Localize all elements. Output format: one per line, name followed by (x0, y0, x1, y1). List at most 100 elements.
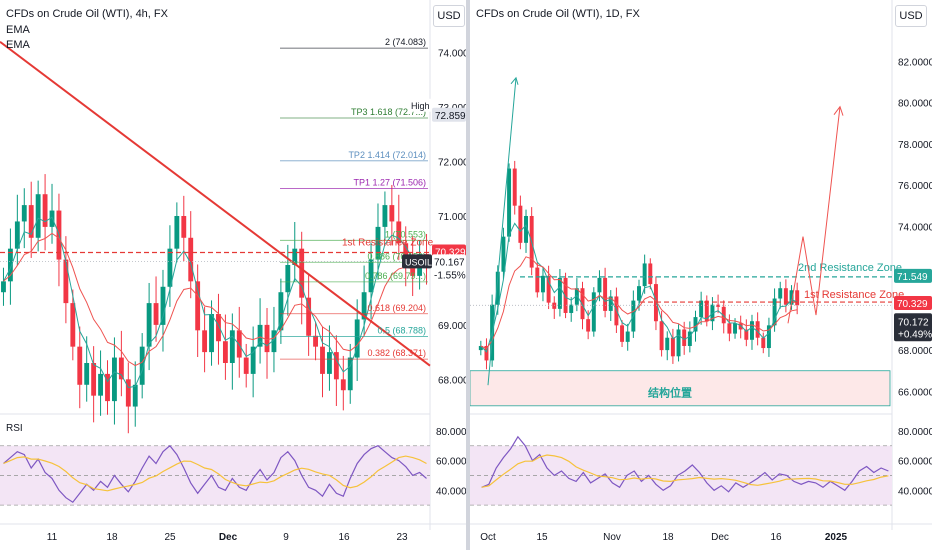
right-candle-body (540, 275, 545, 293)
left-candle-body (28, 205, 34, 238)
projection-path (787, 106, 841, 324)
left-candle-body (389, 205, 395, 222)
left-candle-body (236, 330, 242, 358)
left-resistance-label: 1st Resistance Zone (342, 238, 434, 249)
left-chart-pane[interactable]: 2 (74.083) TP3 1.618 (72.7...) TP2 1.414 (… (0, 0, 466, 550)
right-candle-body (484, 345, 489, 361)
left-candle-body (382, 205, 388, 227)
right-chart-canvas[interactable]: 结构位置 2nd Resistance Zone 1st Resistance Zo… (470, 0, 932, 550)
right-r2-price-badge-bg (894, 268, 932, 283)
right-rsi-ma-line (481, 454, 889, 488)
right-candle-body (665, 337, 670, 351)
left-chart-canvas[interactable]: 2 (74.083) TP3 1.618 (72.7...) TP2 1.414 (… (0, 0, 466, 550)
right-time-axis-label: 18 (662, 532, 674, 543)
right-price-change: +0.49% (898, 329, 932, 340)
left-candle-body (264, 324, 270, 353)
right-last-price-box-bg (894, 313, 932, 342)
right-candle-body (580, 288, 585, 320)
left-price-axis-label: 68.000 (438, 375, 466, 386)
ema-indicator-label-1[interactable]: EMA (6, 24, 30, 36)
right-r1-price-badge: 70.329 (897, 299, 928, 310)
right-candle-body (524, 216, 528, 243)
left-candle-body (229, 330, 235, 363)
right-candle-body (552, 302, 557, 309)
left-candle-body (278, 292, 284, 331)
right-price-axis-label: 66.0000 (898, 387, 932, 398)
fib-level-label: 2 (74.083) (385, 37, 426, 47)
right-candle-body (721, 306, 726, 324)
left-rsi-ma-line (3, 455, 427, 492)
fib-level-label: 0.886 (70.150) (367, 251, 426, 261)
right-time-axis-label: Nov (603, 532, 621, 543)
fib-level-label: 1 (70.553) (385, 229, 426, 239)
fib-level-label: TP3 1.618 (72.7...) (351, 107, 426, 117)
left-candle-body (333, 352, 339, 380)
right-r1-price-badge-bg (894, 296, 932, 311)
left-price-axis-label: 72.000 (438, 158, 466, 169)
right-chart-title: CFDs on Crude Oil (WTI), 1D, FX (476, 8, 640, 20)
right-rsi-axis-label: 40.0000 (898, 486, 932, 497)
left-symbol-badge-bg (402, 254, 432, 269)
right-candle-body (642, 263, 647, 287)
right-candle-body (744, 329, 749, 340)
right-time-axis-label: Oct (480, 532, 496, 543)
right-candle-body (755, 321, 760, 338)
left-candle-body (91, 363, 97, 396)
right-candle-body (603, 277, 608, 311)
right-chart-pane[interactable]: 结构位置 2nd Resistance Zone 1st Resistance Zo… (470, 0, 932, 550)
pane-divider[interactable] (466, 0, 470, 550)
left-candle-body (222, 341, 228, 363)
left-candle-body (243, 357, 249, 374)
right-resistance-2-label: 2nd Resistance Zone (798, 262, 902, 274)
right-candle-body (772, 298, 777, 326)
left-time-axis-label: 18 (106, 532, 118, 543)
fib-level-label: 0.786 (69.79...) (365, 271, 426, 281)
left-time-axis-label: 23 (396, 532, 408, 543)
right-resistance-1-label: 1st Resistance Zone (804, 289, 904, 301)
left-time-axis-label: 11 (47, 532, 58, 543)
right-candle-body (670, 337, 675, 357)
right-candle-body (783, 288, 788, 305)
right-currency-button[interactable]: USD (895, 5, 927, 27)
left-rsi-axis-label: 40.0000 (436, 486, 466, 497)
left-currency-button[interactable]: USD (433, 5, 465, 27)
left-chart-title: CFDs on Crude Oil (WTI), 4h, FX (6, 8, 168, 20)
left-candle-body (84, 363, 90, 385)
fib-level-label: TP2 1.414 (72.014) (348, 150, 426, 160)
left-candle-body (292, 248, 298, 265)
right-candle-body (693, 317, 698, 332)
right-candle-body (557, 277, 562, 309)
left-candle-body (118, 357, 124, 380)
left-candle-body (174, 216, 180, 249)
left-symbol-badge: USOIL (405, 257, 432, 267)
fib-level-label: 0.5 (68.788) (377, 325, 426, 335)
left-rsi-label: RSI (6, 423, 23, 434)
left-candle-body (70, 303, 76, 347)
right-price-axis-label: 80.0000 (898, 99, 932, 110)
left-last-price: 70.167 (434, 257, 465, 268)
left-candle-body (77, 346, 83, 385)
right-candle-body (789, 290, 794, 305)
left-price-axis-label: 74.000 (438, 49, 466, 60)
fib-level-label: 0.618 (69.204) (367, 303, 426, 313)
right-candle-body (569, 304, 574, 313)
left-price-change: -1.55% (434, 270, 466, 281)
projection-arrow-head (833, 105, 844, 116)
fib-level-label: TP1 1.27 (71.506) (353, 177, 426, 187)
right-candle-body (750, 321, 754, 340)
left-candle-body (195, 281, 201, 331)
right-price-axis-label: 78.0000 (898, 140, 932, 151)
right-rsi-axis-label: 80.0000 (898, 427, 932, 438)
ema-indicator-label-2[interactable]: EMA (6, 39, 30, 51)
right-candle-body (597, 277, 602, 293)
structure-zone-label: 结构位置 (647, 385, 692, 399)
left-candle-body (125, 379, 131, 407)
left-candle-body (139, 346, 145, 385)
left-candle-body (146, 303, 152, 347)
left-downtrend-line (0, 40, 431, 367)
right-candle-body (699, 300, 704, 318)
left-candle-body (188, 237, 194, 282)
right-time-axis-label: 16 (770, 532, 782, 543)
right-rsi-line (481, 435, 889, 493)
left-candle-body (105, 373, 110, 402)
